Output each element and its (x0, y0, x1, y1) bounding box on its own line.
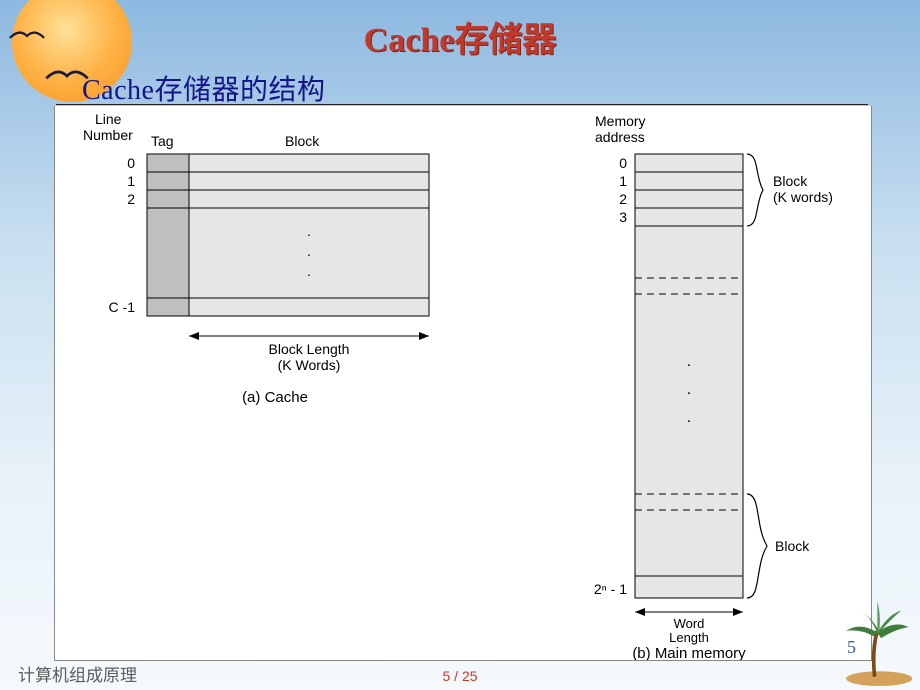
cache-header-block: Block (285, 133, 320, 149)
cache-line-label: 2 (127, 191, 135, 207)
cache-ellipsis: . (307, 243, 311, 259)
memory-brace1-label1: Block (773, 173, 808, 189)
page-subtitle: Cache存储器的结构 (82, 68, 325, 108)
memory-brace2-label: Block (775, 538, 810, 554)
memory-header-1: Memory (595, 113, 646, 129)
cache-line-label: 0 (127, 155, 135, 171)
memory-row-label: 3 (619, 209, 627, 225)
memory-caption: (b) Main memory (632, 645, 746, 660)
cache-line-label: 1 (127, 173, 135, 189)
memory-ellipsis: . (687, 409, 691, 426)
cache-arrow-label-2: (K Words) (278, 357, 341, 373)
cache-ellipsis: . (307, 223, 311, 239)
brace-icon (747, 494, 767, 598)
palm-decoration (824, 592, 916, 688)
memory-row-label: 2 (619, 191, 627, 207)
memory-header-2: address (595, 129, 645, 145)
memory-column (635, 154, 743, 598)
cache-header-line: Line (95, 111, 122, 127)
memory-arrow-label-2: Length (669, 630, 709, 645)
cache-caption: (a) Cache (242, 389, 308, 406)
memory-brace1-label2: (K words) (773, 189, 833, 205)
cache-arrow-label-1: Block Length (269, 341, 350, 357)
memory-row-label-bottom: 2ⁿ - 1 (594, 581, 627, 597)
memory-width-arrow (635, 608, 743, 616)
brace-icon (747, 154, 763, 226)
cache-header-number: Number (83, 127, 133, 143)
memory-row-label: 0 (619, 155, 627, 171)
memory-diagram: Memory address 0 1 2 3 2ⁿ - 1 (594, 113, 833, 660)
memory-ellipsis: . (687, 353, 691, 370)
subtitle-underline (56, 104, 868, 105)
cache-line-label: C -1 (109, 299, 136, 315)
cache-width-arrow (189, 332, 429, 340)
memory-row-label: 1 (619, 173, 627, 189)
memory-ellipsis: . (687, 381, 691, 398)
cache-ellipsis: . (307, 263, 311, 279)
footer-page-counter: 5 / 25 (0, 668, 920, 684)
cache-header-tag: Tag (151, 133, 174, 149)
diagram-panel: Line Number Tag Block . . . 0 1 2 (54, 106, 872, 661)
cache-diagram: Line Number Tag Block . . . 0 1 2 (83, 111, 429, 406)
page-title: Cache存储器 (0, 12, 920, 61)
cache-tag-column (147, 154, 189, 316)
memory-arrow-label-1: Word (674, 616, 705, 631)
